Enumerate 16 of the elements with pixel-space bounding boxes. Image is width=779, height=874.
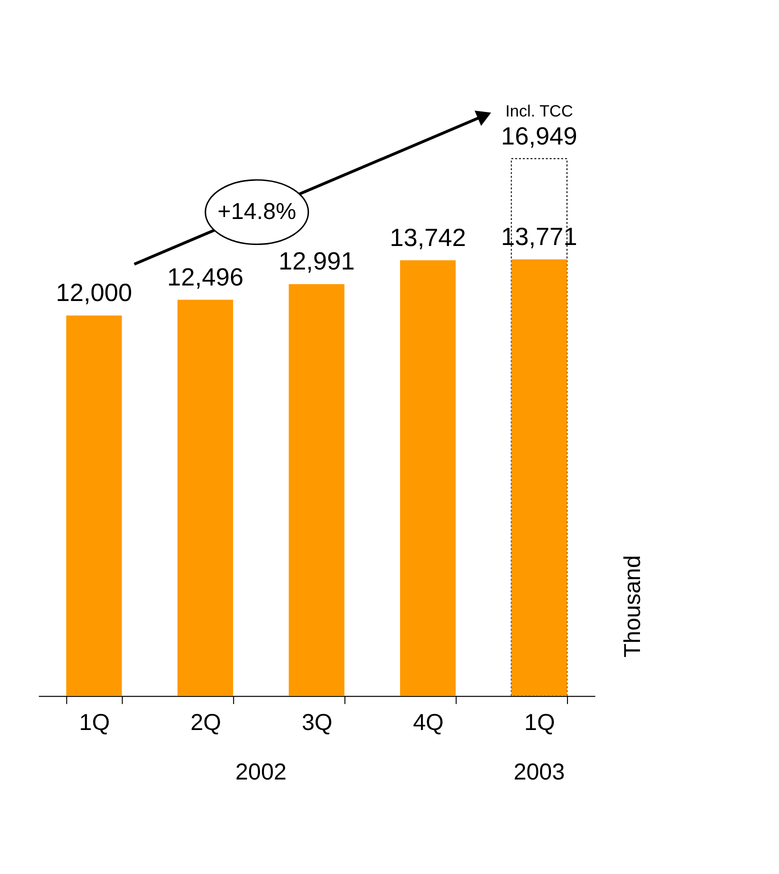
data-label: 12,496 (167, 263, 244, 292)
data-label: 13,742 (390, 224, 466, 252)
text: 2003 (514, 758, 565, 784)
data-label: 16,949 (501, 122, 578, 150)
x-tick-label: 1Q (79, 708, 110, 735)
y-axis-title: Thousand (618, 555, 645, 658)
data-label: 12,991 (278, 248, 355, 276)
x-tick-label: 2Q (190, 708, 222, 735)
annotation: +14.8% (218, 198, 296, 224)
text: Incl. TCC (505, 102, 574, 120)
data-label: 13,771 (501, 222, 578, 251)
data-label: 12,000 (56, 279, 132, 308)
text: 2002 (235, 758, 287, 784)
x-tick-label: 4Q (413, 708, 444, 735)
x-tick-label: 3Q (302, 708, 332, 735)
x-tick-label: 1Q (524, 708, 555, 735)
